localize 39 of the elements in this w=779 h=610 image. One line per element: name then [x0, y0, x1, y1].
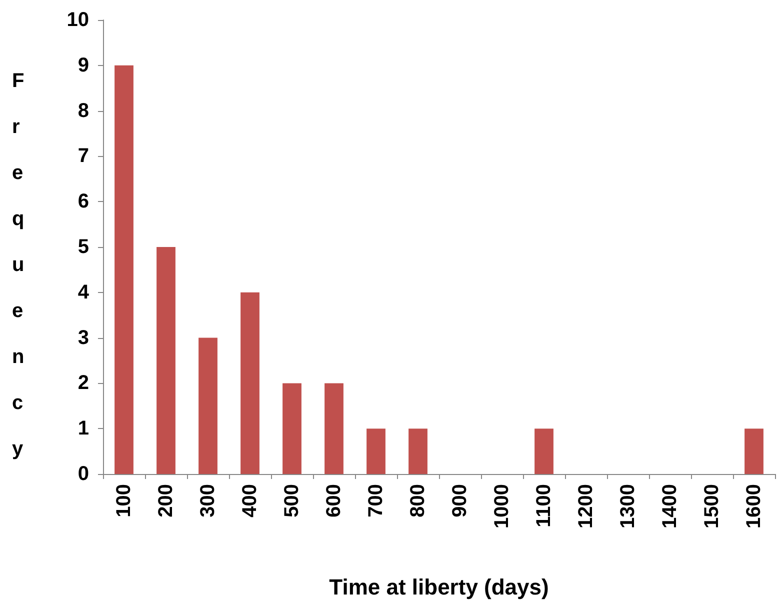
bar: [282, 383, 302, 474]
x-tick-label: 1600: [743, 484, 765, 528]
x-tick-label: 1500: [701, 484, 723, 528]
x-axis-title: Time at liberty (days): [329, 574, 549, 600]
y-tick-label: 9: [78, 54, 89, 76]
x-tick-label: 1000: [491, 484, 513, 528]
bar: [114, 65, 134, 474]
y-tick-label: 7: [78, 145, 89, 168]
y-tick-label: 5: [78, 236, 89, 258]
x-tick-label: 400: [239, 484, 261, 518]
x-tick-label: 1200: [575, 484, 597, 528]
bar: [156, 247, 176, 474]
x-tick-label: 500: [281, 484, 303, 518]
y-tick-label: 0: [78, 463, 89, 485]
bar: [408, 428, 428, 474]
y-tick-label: 2: [78, 372, 89, 394]
x-tick-label: 1300: [617, 484, 639, 528]
x-tick-label: 800: [407, 484, 429, 518]
bar: [366, 428, 386, 474]
y-tick-label: 4: [78, 281, 90, 304]
x-tick-label: 200: [155, 484, 177, 518]
y-tick-label: 3: [78, 326, 89, 349]
bar: [240, 292, 260, 474]
y-tick-label: 6: [78, 190, 89, 213]
x-tick-label: 600: [323, 484, 345, 518]
y-tick-label: 8: [78, 100, 89, 122]
bar: [534, 428, 554, 474]
x-tick-label: 900: [449, 484, 471, 518]
x-tick-label: 700: [365, 484, 387, 518]
bar: [744, 428, 764, 474]
y-tick-label: 10: [66, 9, 89, 31]
y-tick-label: 1: [78, 418, 89, 440]
x-tick-label: 100: [113, 484, 135, 518]
x-tick-label: 300: [197, 484, 219, 518]
x-tick-label: 1100: [533, 484, 555, 528]
bar: [324, 383, 344, 474]
bar: [198, 338, 218, 474]
text: Frequency: [12, 70, 24, 460]
x-tick-label: 1400: [659, 484, 681, 528]
